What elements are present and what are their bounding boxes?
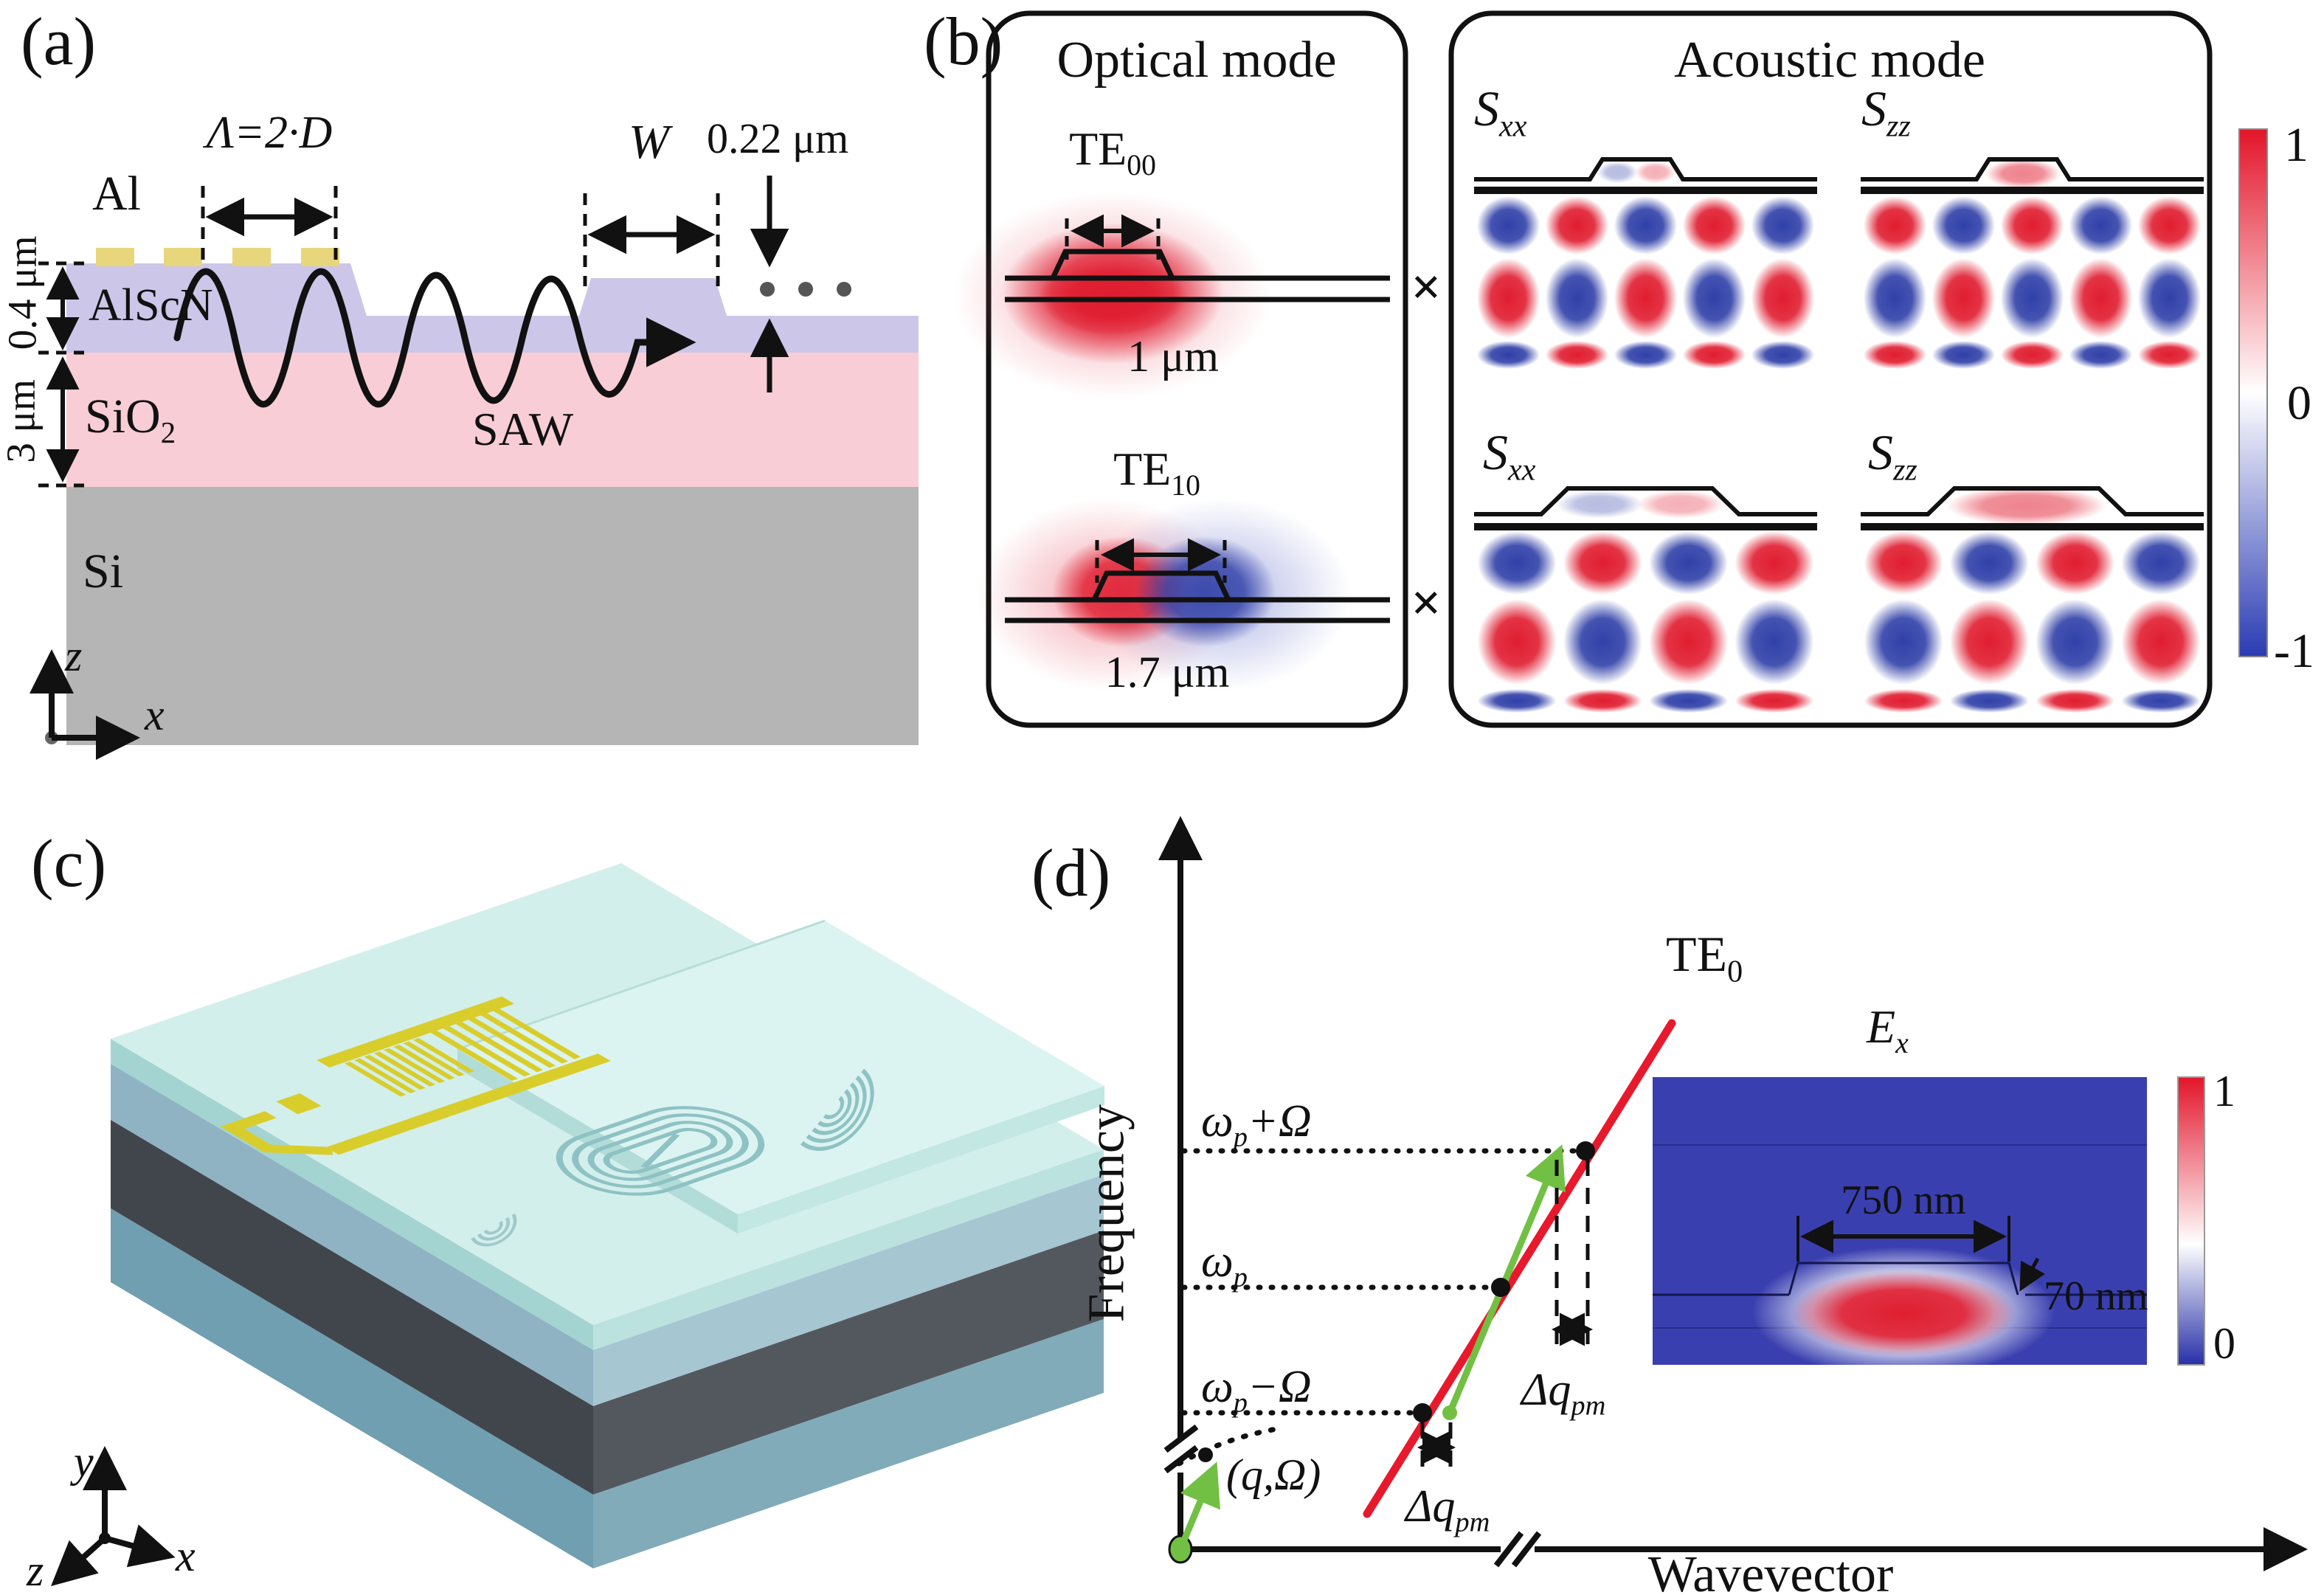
alscn-layer (66, 263, 919, 353)
frequency-dotted-lines (1180, 1148, 1589, 1416)
si-label: Si (83, 544, 124, 598)
freq-tick-omega-plus: ωp+Ω (1201, 1096, 1312, 1153)
waveguide-width-dimension (583, 193, 720, 286)
waveguide-width-label: W (629, 115, 669, 169)
te00-label: TE00 (1069, 122, 1156, 181)
ridge-height-label: 0.22 μm (707, 114, 849, 162)
acoustic-mode-title: Acoustic mode (1674, 32, 1985, 89)
sxx-bottom-label: Sxx (1483, 424, 1536, 488)
sio2-layer (66, 353, 919, 487)
panel-b (954, 10, 2268, 728)
al-idt-fingers (96, 248, 339, 266)
axis-x-label: x (145, 691, 165, 739)
times-symbol-bottom: × (1411, 573, 1442, 632)
te10-label: TE10 (1113, 443, 1200, 502)
te10-mode-graphic (978, 499, 1390, 691)
al-label: Al (92, 167, 141, 221)
times-symbol-top: × (1411, 257, 1442, 316)
acoustic-branch (1168, 1425, 1284, 1564)
saw-wave (173, 268, 696, 408)
te0-dispersion-line (1363, 1019, 1676, 1518)
axes-a (30, 649, 140, 760)
sio2-thickness-label: 3 μm (0, 379, 44, 463)
inset-width-label: 750 nm (1841, 1177, 1966, 1223)
sio2-label: SiO2 (85, 390, 176, 450)
szz-bottom-label: Szz (1868, 424, 1917, 488)
axes-c (51, 1446, 176, 1586)
dot-omega-p (1491, 1278, 1510, 1297)
axis-z-label: z (65, 632, 83, 680)
colorbar-d (2177, 1076, 2205, 1366)
colorbar-b-max: 1 (2284, 118, 2309, 172)
inset-height-label: 70 nm (2044, 1273, 2148, 1319)
dq-bracket-upper (1552, 1160, 1593, 1356)
frequency-axis-label: Frequency (1078, 1104, 1135, 1323)
ridge-height-dimension (750, 176, 851, 392)
green-dot (1442, 1405, 1457, 1420)
ex-inset (1653, 1076, 2205, 1377)
colorbar-b-min: -1 (2274, 624, 2314, 678)
colorbar-b (2238, 128, 2268, 657)
szz-top-label: Szz (1861, 80, 1911, 144)
panel-b-tag: (b) (924, 4, 1003, 79)
chip-side-layers (111, 1039, 1104, 1568)
ex-inset-title: Ex (1867, 1000, 1909, 1059)
dot-omega-minus (1413, 1403, 1432, 1422)
axes-d (1158, 816, 2308, 1571)
acoustic-map-szz-bottom (1861, 486, 2204, 713)
te00-mode-graphic (954, 192, 1390, 398)
alscn-label: AlScN (89, 280, 213, 331)
panel-c-tag: (c) (31, 826, 107, 901)
chip-3d-illustration (51, 863, 1104, 1586)
period-label: Λ=2·D (206, 108, 333, 158)
colorbar-b-mid: 0 (2287, 376, 2311, 430)
dq-bracket-lower (1417, 1422, 1456, 1475)
phonon-label: (q,Ω) (1226, 1450, 1321, 1499)
dq-pm-label-upper: Δqpm (1521, 1365, 1606, 1422)
acoustic-map-szz-top (1861, 157, 2204, 369)
axis-x-label-c: x (176, 1532, 196, 1580)
acoustic-map-sxx-bottom (1474, 486, 1817, 713)
idt-transducer (220, 996, 611, 1155)
freq-tick-omega-minus: ωp−Ω (1201, 1362, 1312, 1419)
freq-tick-omega-p: ωp (1201, 1236, 1248, 1293)
panel-a-cross-section (30, 176, 919, 760)
panel-d-tag: (d) (1031, 835, 1111, 910)
grating-coupler (800, 1068, 874, 1151)
alscn-thickness-label: 0.4 μm (0, 235, 45, 350)
panel-d-dispersion (1158, 816, 2308, 1571)
wavevector-axis-label: Wavevector (1647, 1546, 1894, 1595)
dq-pm-label-lower: Δqpm (1405, 1481, 1490, 1538)
te10-width-label: 1.7 μm (1104, 648, 1230, 696)
acoustic-mode-box (1448, 10, 2213, 728)
optical-mode-title: Optical mode (1056, 32, 1337, 89)
edge-coupler (471, 1213, 517, 1247)
sxx-top-label: Sxx (1474, 80, 1527, 144)
colorbar-d-max: 1 (2213, 1067, 2235, 1115)
optical-mode-box (986, 10, 1408, 728)
panel-a-tag: (a) (21, 4, 97, 79)
saw-label: SAW (472, 403, 574, 455)
acoustic-heatmaps (1474, 157, 2204, 713)
te00-width-label: 1 μm (1127, 332, 1219, 381)
axis-y-label-c: y (74, 1437, 94, 1486)
dot-omega-plus (1576, 1141, 1595, 1160)
period-dimension (201, 186, 338, 260)
axis-z-label-c: z (27, 1546, 44, 1595)
colorbar-d-min: 0 (2213, 1319, 2235, 1368)
spiral-waveguide (556, 1106, 765, 1196)
si-substrate-layer (66, 487, 919, 745)
te0-line-label: TE0 (1666, 926, 1743, 989)
layer-thickness-dimensions (38, 261, 87, 488)
acoustic-map-sxx-top (1474, 157, 1817, 369)
